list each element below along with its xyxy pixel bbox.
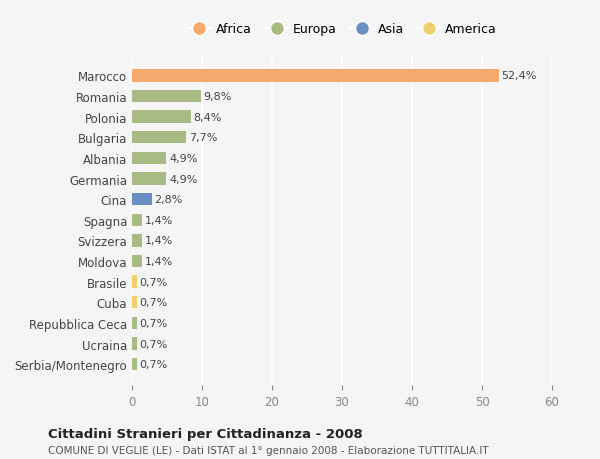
Bar — [132, 214, 142, 226]
Text: 8,4%: 8,4% — [194, 112, 222, 123]
Text: COMUNE DI VEGLIE (LE) - Dati ISTAT al 1° gennaio 2008 - Elaborazione TUTTITALIA.: COMUNE DI VEGLIE (LE) - Dati ISTAT al 1°… — [48, 445, 488, 455]
Text: 7,7%: 7,7% — [188, 133, 217, 143]
Text: 4,9%: 4,9% — [169, 174, 197, 184]
Bar — [132, 152, 166, 165]
Bar — [132, 235, 142, 247]
Text: 0,7%: 0,7% — [140, 277, 168, 287]
Text: 4,9%: 4,9% — [169, 154, 197, 163]
Text: 0,7%: 0,7% — [140, 318, 168, 328]
Legend: Africa, Europa, Asia, America: Africa, Europa, Asia, America — [182, 18, 502, 41]
Text: Cittadini Stranieri per Cittadinanza - 2008: Cittadini Stranieri per Cittadinanza - 2… — [48, 427, 363, 440]
Bar — [132, 91, 200, 103]
Bar — [132, 276, 137, 288]
Bar — [132, 358, 137, 370]
Bar — [132, 194, 152, 206]
Bar — [132, 173, 166, 185]
Bar — [132, 132, 186, 144]
Bar — [132, 297, 137, 309]
Bar — [132, 70, 499, 83]
Text: 9,8%: 9,8% — [203, 92, 232, 102]
Bar — [132, 111, 191, 123]
Text: 52,4%: 52,4% — [502, 71, 537, 81]
Text: 0,7%: 0,7% — [140, 339, 168, 349]
Bar — [132, 317, 137, 330]
Bar — [132, 338, 137, 350]
Text: 1,4%: 1,4% — [145, 236, 173, 246]
Text: 1,4%: 1,4% — [145, 257, 173, 267]
Bar — [132, 255, 142, 268]
Text: 0,7%: 0,7% — [140, 359, 168, 369]
Text: 1,4%: 1,4% — [145, 215, 173, 225]
Text: 0,7%: 0,7% — [140, 297, 168, 308]
Text: 2,8%: 2,8% — [154, 195, 183, 205]
